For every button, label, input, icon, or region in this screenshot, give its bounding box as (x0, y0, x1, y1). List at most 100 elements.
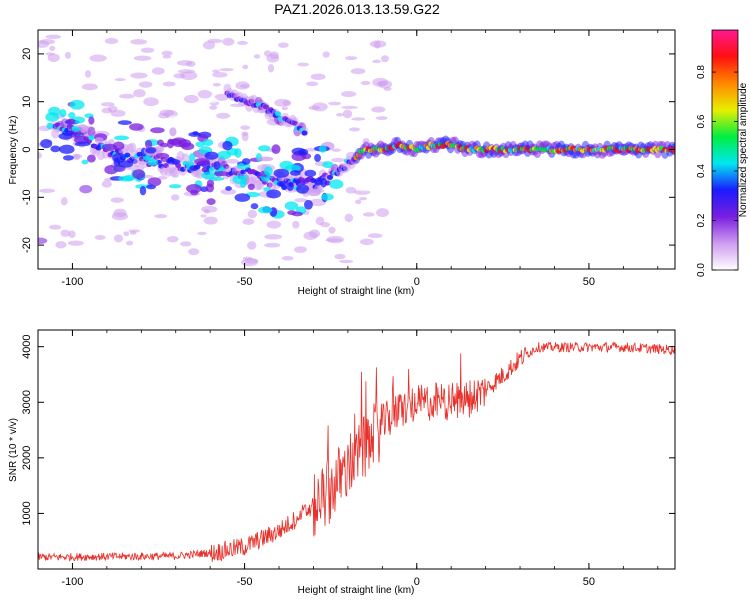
scatter-blob (139, 186, 147, 196)
noise-blob (334, 253, 346, 260)
noise-blob (356, 184, 373, 192)
colorbar-tick-label: 0.0 (696, 263, 707, 277)
scatter-blob (194, 157, 210, 166)
snr-line (38, 341, 675, 562)
noise-blob (281, 106, 288, 111)
noise-blob (39, 188, 56, 193)
noise-blob (225, 158, 240, 164)
noise-blob (114, 64, 122, 74)
spectrogram-x-ticks: -100 -50 0 50 (37, 30, 659, 288)
ridge-core (274, 111, 281, 117)
noise-blob (73, 153, 80, 161)
noise-blob (328, 101, 342, 106)
scatter-blob (271, 144, 281, 155)
scatter-blob (225, 186, 232, 191)
noise-blob (294, 198, 308, 203)
noise-blob (49, 45, 56, 52)
scatter-blob (157, 139, 164, 146)
noise-blob (38, 237, 48, 245)
snr-series (38, 341, 675, 562)
noise-blob (114, 78, 126, 82)
snr-y-tick-label: 3000 (21, 390, 33, 414)
noise-blob (341, 90, 357, 98)
scatter-blob (94, 137, 104, 143)
scatter-blob (263, 166, 273, 177)
scatter-blob (217, 150, 232, 160)
noise-blob (264, 234, 283, 240)
noise-blob (331, 157, 346, 163)
scatter-blob (129, 123, 144, 131)
scatter-blob (71, 126, 81, 132)
scatter-blob (65, 118, 76, 125)
noise-blob (372, 59, 382, 64)
noise-blob (342, 199, 354, 205)
noise-blob (350, 68, 366, 75)
scatter-blob (201, 171, 216, 180)
noise-blob (383, 87, 392, 91)
noise-blob (380, 55, 390, 63)
noise-blob (130, 72, 148, 79)
noise-blob (202, 41, 216, 50)
scatter-blob (168, 184, 182, 189)
noise-blob (168, 115, 184, 120)
ridge-core (124, 152, 131, 158)
noise-blob (344, 56, 358, 61)
noise-blob (100, 102, 115, 107)
scatter-blob (329, 179, 344, 189)
noise-blob (349, 127, 360, 132)
scatter-blob (322, 161, 334, 169)
noise-blob (38, 152, 42, 159)
scatter-blob (166, 158, 181, 165)
colorbar-tick-label: 0.4 (696, 164, 707, 178)
spectrogram-y-tick-label: 0 (21, 146, 33, 152)
scatter-blob (188, 153, 196, 162)
scatter-blob (257, 156, 274, 162)
scatter-blob (314, 153, 321, 163)
noise-blob (292, 220, 300, 229)
snr-y-tick-label: 4000 (21, 334, 33, 358)
scatter-blob (202, 139, 214, 147)
colorbar: 0.0 0.2 0.4 0.6 0.8 Normalized spectral ampl… (696, 29, 749, 277)
scatter-blob (155, 152, 170, 159)
scatter-blob (147, 159, 159, 166)
noise-blob (247, 209, 258, 219)
noise-blob (359, 196, 368, 201)
noise-blob (68, 230, 76, 239)
noise-blob (220, 188, 237, 195)
scatter-blob (113, 135, 130, 141)
noise-blob (94, 234, 106, 240)
spectrogram-y-tick-label: 10 (21, 96, 33, 108)
scatter-blob (74, 141, 91, 147)
noise-blob (360, 37, 372, 43)
scatter-blob (313, 177, 323, 186)
noise-blob (130, 39, 148, 45)
noise-blob (49, 224, 62, 230)
noise-blob (274, 98, 291, 107)
noise-blob (376, 81, 388, 86)
spectrogram-y-tick-label: -20 (21, 237, 33, 253)
noise-blob (60, 197, 68, 206)
noise-blob (360, 238, 374, 246)
noise-blob (188, 248, 200, 256)
ridge-halo (171, 168, 180, 179)
noise-blob (113, 208, 127, 218)
snr-y-ticks: 1000 2000 3000 4000 (21, 334, 675, 526)
noise-blob (264, 242, 281, 248)
noise-blob (170, 194, 180, 201)
scatter-blob (118, 175, 133, 182)
noise-blob (157, 176, 168, 180)
scatter-blob (59, 109, 67, 118)
scatter-blob (304, 199, 313, 210)
scatter-blob (45, 112, 60, 122)
scatter-blob (234, 148, 242, 158)
noise-blob (242, 64, 249, 70)
noise-blob (242, 218, 255, 225)
noise-blob (45, 34, 62, 39)
noise-blob (342, 182, 356, 188)
snr-plot-area (38, 330, 675, 569)
scatter-blob (257, 145, 271, 152)
scatter-blob (68, 112, 76, 119)
noise-blob (39, 39, 56, 45)
noise-blob (81, 83, 98, 91)
